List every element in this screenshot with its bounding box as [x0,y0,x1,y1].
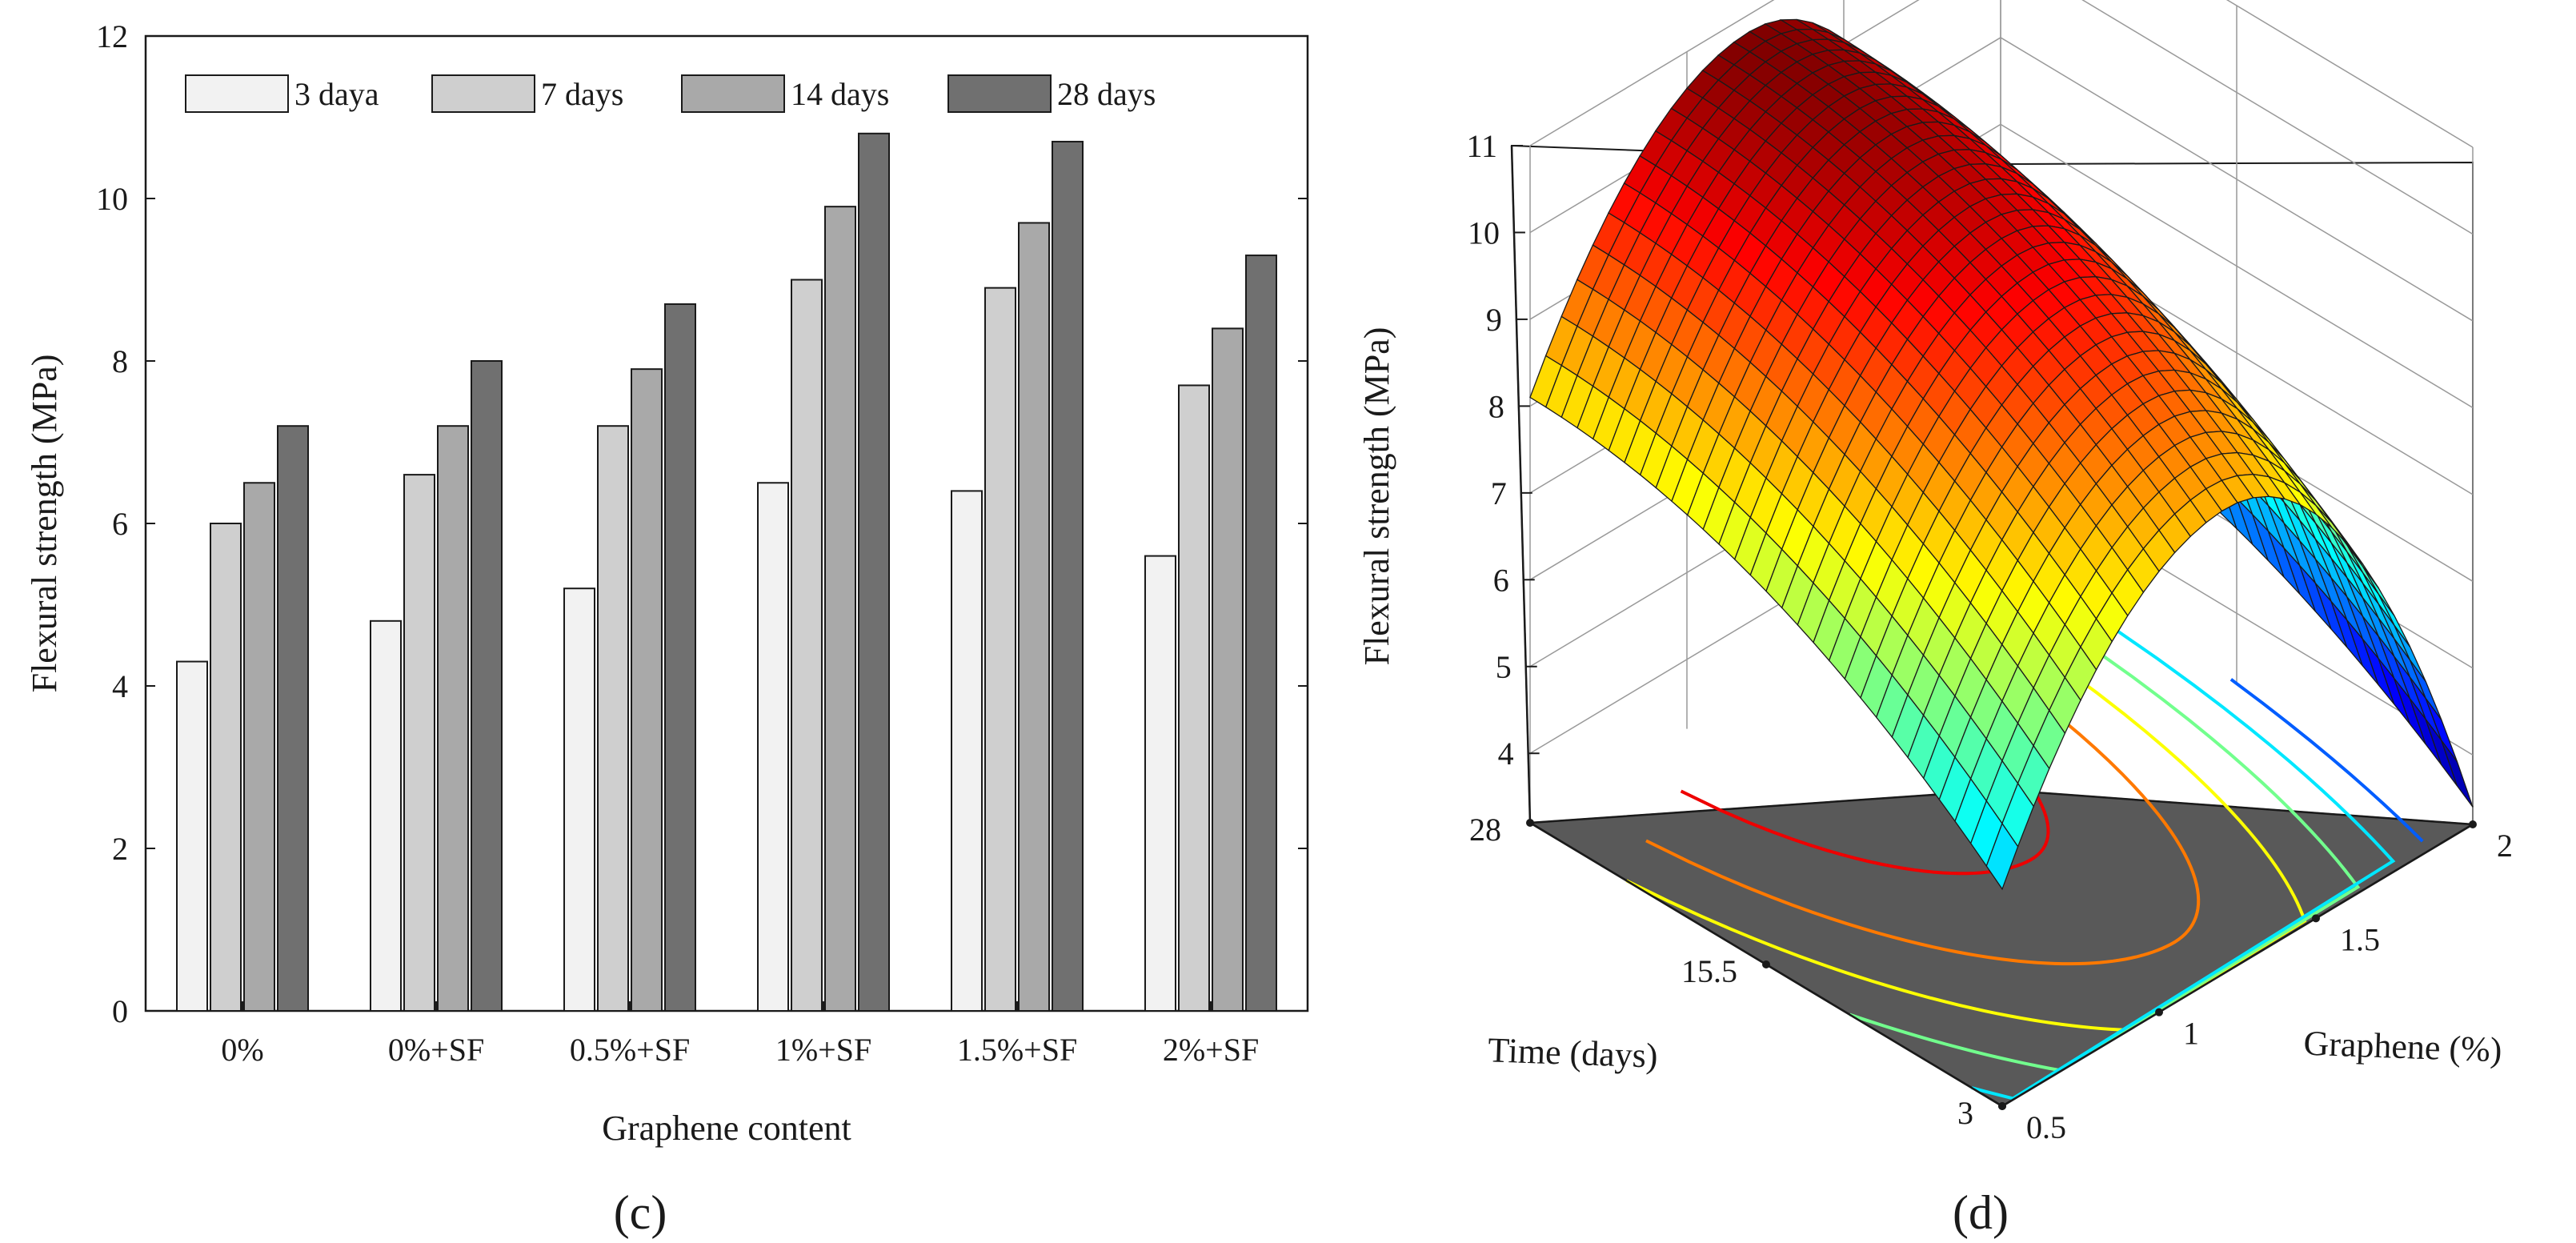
contour-line [1849,595,2361,1073]
time-axis-ticks: 3 15.5 28 [1469,812,2006,1131]
x-tick-label: 0.5%+SF [570,1032,690,1068]
bar-3-daya-1%+SF [757,482,789,1012]
bar-28-days-0.5%+SF [664,303,696,1012]
bar-14-days-1%+SF [824,206,856,1012]
response-surface [1529,18,2474,891]
bar-28-days-1.5%+SF [1052,140,1084,1012]
graphene-axis-line [2001,823,2474,1108]
legend-label: 7 days [541,76,623,112]
x-tick-label: 0%+SF [388,1032,484,1068]
graphene-tick-label: 0.5 [2026,1109,2066,1145]
legend-swatch [681,74,785,113]
z-axis-line [1510,145,1532,824]
x-tick-label: 2%+SF [1163,1032,1259,1068]
plot-area [144,34,1309,1012]
graphene-tick-label: 1 [2183,1016,2199,1052]
z-tick-label: 10 [1468,215,1500,251]
graphene-tick-label: 2 [2497,828,2513,864]
panel-label-d: (d) [1953,1186,2009,1239]
z-tick-label: 11 [1466,128,1497,164]
panel-label-c: (c) [614,1186,667,1239]
z-tick-label: 6 [1493,562,1509,598]
z-tick-label: 8 [1488,388,1504,424]
time-tick-label: 15.5 [1681,953,1737,989]
y-tick-label: 4 [112,668,128,704]
contour-line [1645,636,2201,966]
bar-7-days-0% [210,523,242,1012]
contour-line [1971,622,2396,1101]
bar-28-days-0%+SF [471,360,503,1012]
x-axis-label: Graphene content [602,1109,851,1148]
y-tick-label: 8 [112,343,128,379]
x-axis-ticks: 0% 0%+SF 0.5%+SF 1%+SF 1.5%+SF 2%+SF [221,1001,1259,1068]
bar-3-daya-2%+SF [1144,555,1176,1012]
contour-line [1625,630,2307,1032]
bar-3-daya-0%+SF [370,619,402,1012]
y-tick-label: 2 [112,831,128,867]
time-tick-label: 28 [1469,812,1501,848]
graphene-tick-label: 1.5 [2340,921,2380,957]
legend: 3 daya 7 days 14 days 28 days [185,74,1156,113]
bar-14-days-0% [243,482,275,1012]
x-tick-label: 0% [221,1032,263,1068]
y-tick-label: 6 [112,506,128,542]
y-axis-ticks: 0 2 4 6 8 10 12 [96,18,1308,1029]
x-tick-label: 1.5%+SF [957,1032,1077,1068]
y-tick-label: 0 [112,993,128,1029]
contour-line [2229,678,2424,843]
z-tick-label: 7 [1491,475,1507,511]
bar-28-days-1%+SF [858,132,890,1012]
time-tick-label: 3 [1957,1095,1973,1131]
surface-plot-panel: 4 5 6 7 8 9 10 11 3 15.5 28 0.5 1 1.5 2 Flexural str… [1357,0,2513,1239]
surface-cell [1985,822,2019,891]
bar-3-daya-0.5%+SF [563,587,595,1012]
legend-label: 3 daya [294,76,379,112]
bar-3-daya-1.5%+SF [951,490,983,1012]
y-tick-label: 12 [96,18,128,54]
bar-3-daya-0% [176,660,208,1012]
bar-7-days-2%+SF [1178,384,1210,1012]
bar-14-days-1.5%+SF [1018,222,1050,1012]
legend-swatch [431,74,535,113]
time-axis-label: Time (days) [1488,1030,1659,1075]
legend-swatch [185,74,289,113]
x-tick-label: 1%+SF [775,1032,871,1068]
bar-28-days-0% [277,425,309,1012]
legend-swatch [947,74,1052,113]
y-tick-label: 10 [96,181,128,217]
bar-7-days-0%+SF [403,474,435,1012]
bar-14-days-0%+SF [437,425,469,1012]
y-axis-label: Flexural strength (MPa) [25,355,64,693]
bar-7-days-1.5%+SF [984,287,1016,1012]
z-tick-label: 4 [1498,736,1514,772]
z-tick-label: 9 [1486,302,1502,338]
bar-7-days-1%+SF [791,279,823,1012]
bar-chart-panel: 0 2 4 6 8 10 12 0% 0%+SF 0.5%+SF 1%+SF 1.5%+SF 2%+S… [25,18,1309,1239]
z-axis-ticks: 4 5 6 7 8 9 10 11 [1466,128,1540,772]
legend-label: 28 days [1057,76,1156,112]
bar-series [176,132,1277,1012]
time-axis-line [1529,821,2003,1108]
bar-14-days-0.5%+SF [631,368,663,1012]
z-tick-label: 5 [1496,649,1512,685]
graphene-axis-label: Graphene (%) [2303,1024,2503,1070]
z-axis-label: Flexural strength (MPa) [1357,327,1396,666]
bar-28-days-2%+SF [1245,255,1277,1012]
bar-14-days-2%+SF [1212,327,1244,1012]
legend-label: 14 days [791,76,889,112]
bar-7-days-0.5%+SF [597,425,629,1012]
